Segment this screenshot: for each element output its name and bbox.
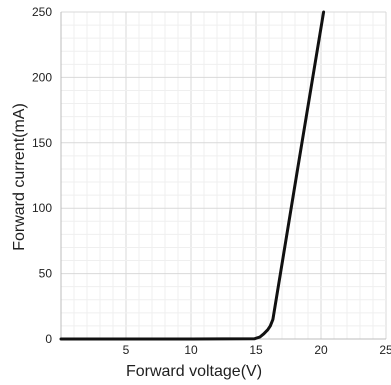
axis-layer — [60, 12, 386, 340]
x-tick-label: 5 — [123, 343, 130, 357]
series-line-1 — [59, 10, 326, 341]
grid-layer — [60, 11, 387, 340]
x-tick-label: 15 — [249, 343, 263, 357]
y-tick-label: 200 — [32, 70, 52, 84]
y-tick-label: 150 — [32, 136, 52, 150]
y-tick-label: 250 — [32, 5, 52, 19]
x-tick-label: 10 — [184, 343, 198, 357]
y-axis-title: Forward current(mA) — [11, 103, 28, 251]
y-tick-label: 50 — [39, 267, 53, 281]
x-tick-label: 20 — [314, 343, 328, 357]
x-axis-title: Forward voltage(V) — [126, 363, 262, 380]
x-tick-label: 25 — [379, 343, 391, 357]
series-layer — [59, 10, 326, 341]
y-tick-label: 0 — [45, 332, 52, 346]
y-tick-label: 100 — [32, 201, 52, 215]
